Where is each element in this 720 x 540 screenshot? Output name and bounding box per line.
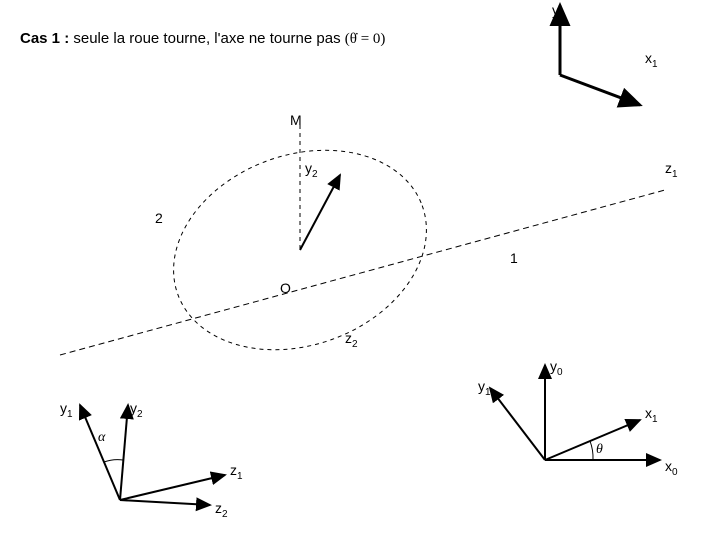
label-y1-top: y1 [552,2,565,22]
label-alpha: α [98,430,105,446]
left-z2-arrow [120,500,210,505]
label-1: 1 [510,250,518,266]
svg-layer [0,0,720,540]
label-y2-main: y2 [305,160,318,180]
label-right-y1: y1 [478,378,491,398]
label-left-y2: y2 [130,400,143,420]
left-y1-arrow [80,405,120,500]
axis-z-line [60,190,665,355]
left-y2-arrow [120,405,128,500]
left-arc [104,460,123,462]
label-x1-top: x1 [645,50,658,70]
label-left-y1: y1 [60,400,73,420]
label-O: O [280,280,291,296]
label-left-z2: z2 [215,500,228,520]
label-right-x1: x1 [645,405,658,425]
label-right-y0: y0 [550,358,563,378]
right-arc [590,441,593,460]
label-2: 2 [155,210,163,226]
label-M: M [290,112,302,128]
y2-arrow [300,175,340,250]
left-z1-arrow [120,475,225,500]
label-right-x0: x0 [665,458,678,478]
label-left-z1: z1 [230,462,243,482]
x1-top-arrow [560,75,640,105]
label-z1-main: z1 [665,160,678,180]
label-theta: θ [596,442,603,458]
right-y1-arrow [490,388,545,460]
label-z2-main: z2 [345,330,358,350]
diagram-stage: Cas 1 : seule la roue tourne, l'axe ne t… [0,0,720,540]
